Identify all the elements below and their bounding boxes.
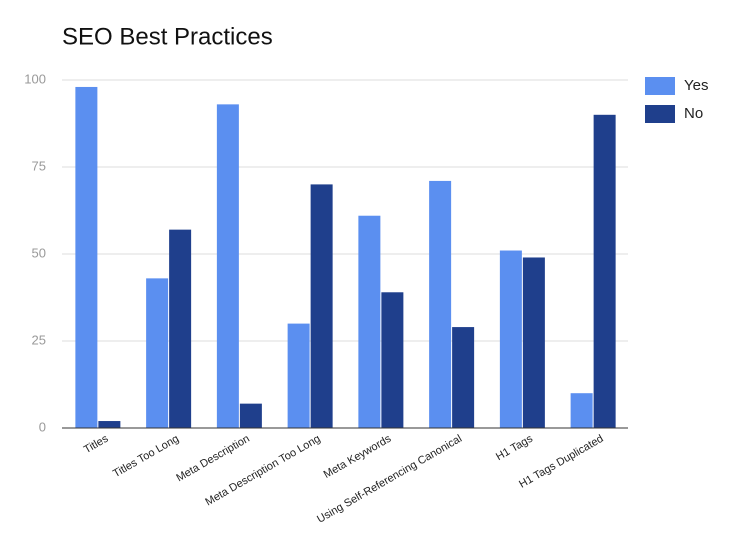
bar [452,327,475,428]
bar [570,393,593,428]
x-tick-label: H1 Tags [494,432,535,463]
bar [216,104,239,429]
x-tick-label: Titles [82,432,111,456]
x-tick-label: Using Self-Referencing Canonical [315,433,464,526]
bar [522,257,545,428]
bar [75,86,98,429]
bar [310,184,333,428]
x-tick-label: Meta Keywords [322,432,394,481]
bar [499,250,522,428]
bar [146,278,169,428]
legend-label: Yes [684,77,708,94]
bar [593,114,616,429]
x-tick-label: Titles Too Long [111,433,181,480]
y-tick-label: 50 [32,245,46,260]
bar [381,292,404,428]
bar [98,421,121,428]
bar [169,229,192,428]
legend-label: No [684,105,703,122]
bar [239,403,262,428]
x-tick-label: Meta Description Too Long [203,433,322,509]
y-tick-label: 75 [32,158,46,173]
y-tick-label: 0 [39,419,46,434]
y-tick-label: 25 [32,332,46,347]
bar [358,215,381,428]
legend-swatch [645,77,675,95]
y-tick-label: 100 [24,71,46,86]
chart-title: SEO Best Practices [62,23,273,50]
legend-swatch [645,105,675,123]
bar [429,180,452,428]
bar [287,323,310,428]
